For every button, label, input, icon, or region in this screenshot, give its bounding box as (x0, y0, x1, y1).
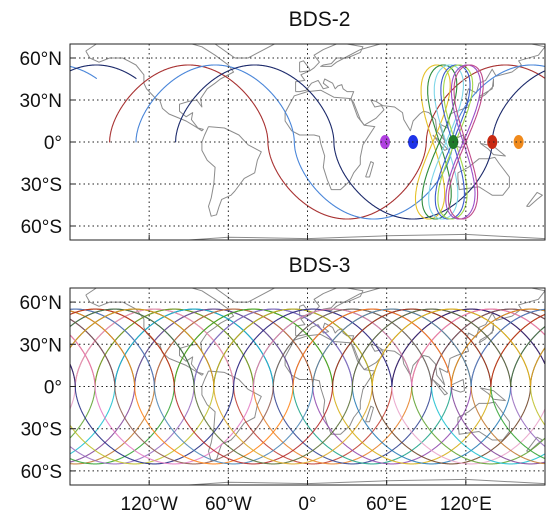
ytick-label-3: 30°S (21, 175, 62, 196)
coastline-6 (365, 161, 374, 178)
bds2-panel: 60°N 30°N 0° 30°S 60°S BDS-2 (20, 8, 546, 241)
meo-track-7 (213, 308, 545, 465)
chart-title: BDS-2 (289, 8, 351, 31)
igso-track-5 (445, 64, 482, 220)
coastline-3 (295, 44, 545, 142)
ytick-label-0: 60°N (20, 49, 62, 70)
meo-track-21 (490, 313, 545, 388)
meo-track-22 (70, 308, 512, 465)
coastline-0 (85, 44, 235, 132)
ground-tracks (70, 308, 545, 465)
ytick-label-0: 60°N (20, 293, 62, 314)
meo-track-2 (175, 64, 545, 220)
coastline-2 (214, 288, 276, 303)
geo-point-3 (487, 135, 498, 149)
coastline-4 (284, 89, 376, 191)
meo-track-3 (70, 310, 136, 388)
coastline-10 (450, 379, 465, 393)
meo-track-1 (70, 65, 97, 79)
meo-track-19 (70, 308, 452, 465)
ytick-label-2: 0° (44, 133, 62, 154)
meo-track-16 (391, 308, 545, 388)
chart-title: BDS-3 (289, 254, 351, 277)
coastline-8 (478, 322, 494, 344)
meo-track-14 (70, 308, 353, 465)
ytick-label-4: 60°S (21, 462, 62, 483)
coastline-7 (299, 60, 311, 73)
meo-track-23 (529, 347, 545, 388)
meo-track-11 (70, 308, 294, 463)
meo-track-22 (510, 326, 545, 388)
coastline-2 (214, 44, 276, 59)
coastline-8 (478, 78, 494, 100)
meo-track-20 (470, 308, 545, 388)
igso-track-2 (428, 64, 464, 220)
meo-track-12 (70, 308, 314, 465)
meo-track-8 (70, 308, 235, 410)
meo-track-5 (70, 308, 175, 388)
meo-track-17 (411, 308, 545, 388)
tick-marks (70, 301, 467, 485)
meo-track-9 (70, 308, 254, 439)
coastline-1 (201, 370, 262, 462)
bds3-panel: 60°N 30°N 0° 30°S 60°S 120°W 60°W 0° 60°E 120°E BD… (20, 254, 546, 515)
igso-track-6 (447, 64, 484, 220)
meo-track-18 (430, 308, 545, 388)
meo-track-15 (70, 308, 373, 465)
ground-tracks (70, 64, 545, 220)
grid (70, 288, 545, 485)
meo-track-23 (70, 308, 532, 465)
coastline-7 (299, 304, 311, 317)
xtick-label-3: 60°E (366, 494, 407, 515)
grid (70, 44, 545, 240)
meo-track-12 (312, 308, 545, 465)
coastline-12 (526, 191, 543, 207)
ytick-label-1: 30°N (20, 91, 62, 112)
meo-track-10 (70, 308, 274, 455)
meo-track-13 (332, 308, 545, 460)
igso-track-0 (414, 64, 451, 220)
meo-track-16 (70, 308, 393, 465)
meo-track-2 (70, 64, 137, 79)
plot-area (70, 288, 545, 485)
meo-track-17 (70, 308, 413, 465)
coastline-5 (457, 401, 510, 441)
xtick-label-2: 0° (298, 494, 316, 515)
meo-track-13 (70, 308, 334, 465)
coastline-4 (284, 333, 376, 435)
ytick-label-4: 60°S (21, 217, 62, 238)
coastline-1 (201, 126, 262, 217)
xtick-label-1: 60°W (205, 494, 252, 515)
meo-track-18 (70, 308, 433, 465)
ytick-label-2: 0° (44, 378, 62, 399)
meo-track-0 (109, 64, 545, 220)
ytick-label-3: 30°S (21, 420, 62, 441)
tick-marks (70, 57, 467, 240)
xtick-label-0: 120°W (121, 494, 178, 515)
ytick-label-1: 30°N (20, 335, 62, 356)
meo-track-19 (450, 308, 545, 388)
coastline-9 (432, 379, 448, 396)
coastline-0 (85, 288, 235, 376)
coastline-6 (365, 405, 374, 423)
xtick-label-4: 120°E (440, 494, 492, 515)
meo-track-20 (70, 308, 472, 465)
geo-point-4 (513, 135, 524, 149)
meo-track-1 (135, 64, 545, 220)
